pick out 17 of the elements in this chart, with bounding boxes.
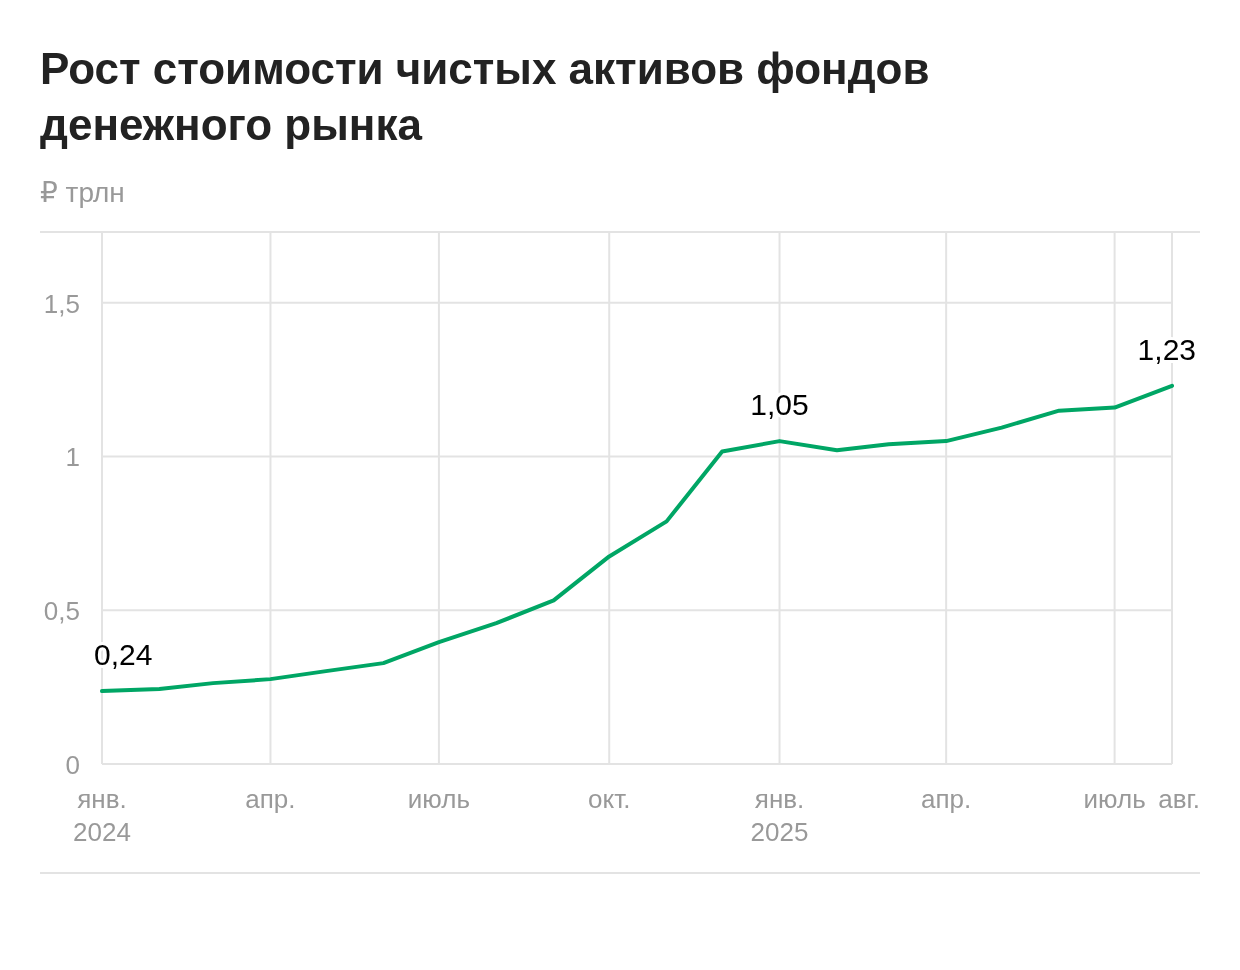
x-tick-label: янв. 2025 bbox=[750, 784, 809, 847]
data-label: 1,05 bbox=[750, 388, 809, 422]
x-tick-label: июль bbox=[407, 784, 471, 814]
chart-title: Рост стоимости чистых активов фондов денежного рынка bbox=[40, 44, 930, 149]
x-tick-label: апр. bbox=[921, 784, 972, 814]
x-tick-label: окт. bbox=[588, 784, 631, 814]
y-tick-label: 0 bbox=[65, 750, 80, 780]
x-tick-label: янв. 2024 bbox=[73, 784, 131, 847]
x-tick-label: июль bbox=[1083, 784, 1146, 814]
y-tick-label: 0,5 bbox=[43, 596, 80, 627]
x-tick-label: апр. bbox=[245, 784, 296, 814]
y-tick-label: 1 bbox=[65, 442, 80, 473]
data-label: 0,24 bbox=[94, 638, 153, 672]
y-axis-title: ₽ трлн bbox=[40, 177, 125, 208]
x-tick-label: авг. bbox=[1158, 784, 1200, 814]
data-label: 1,23 bbox=[1137, 332, 1196, 366]
y-tick-label: 1,5 bbox=[43, 288, 80, 319]
